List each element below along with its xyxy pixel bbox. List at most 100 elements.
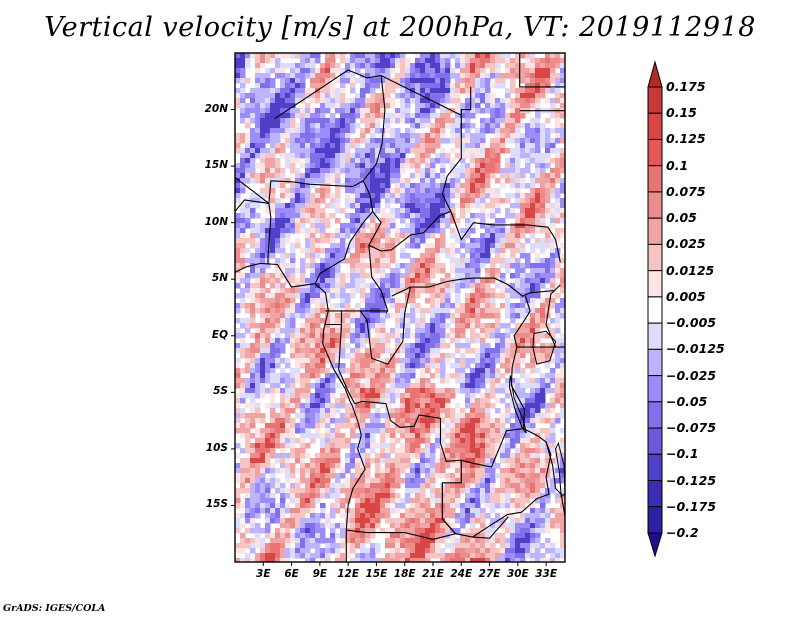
field-cell (270, 393, 276, 399)
field-cell (260, 328, 266, 334)
field-cell (530, 318, 536, 324)
field-cell (410, 273, 416, 279)
field-cell (420, 393, 426, 399)
field-cell (275, 383, 281, 389)
field-cell (515, 63, 521, 69)
field-cell (455, 268, 461, 274)
field-cell (440, 208, 446, 214)
field-cell (515, 138, 521, 144)
field-cell (535, 283, 541, 289)
field-cell (460, 88, 466, 94)
field-cell (395, 93, 401, 99)
field-cell (545, 73, 551, 79)
field-cell (370, 103, 376, 109)
field-cell (260, 298, 266, 304)
field-cell (335, 303, 341, 309)
field-cell (250, 213, 256, 219)
field-cell (235, 263, 241, 269)
field-cell (275, 433, 281, 439)
field-cell (485, 483, 491, 489)
field-cell (310, 498, 316, 504)
field-cell (320, 433, 326, 439)
field-cell (365, 138, 371, 144)
field-cell (365, 478, 371, 484)
field-cell (425, 378, 431, 384)
field-cell (415, 203, 421, 209)
field-cell (545, 83, 551, 89)
field-cell (460, 413, 466, 419)
field-cell (240, 178, 246, 184)
field-cell (305, 93, 311, 99)
field-cell (515, 308, 521, 314)
field-cell (485, 298, 491, 304)
field-cell (380, 398, 386, 404)
field-cell (265, 338, 271, 344)
field-cell (240, 168, 246, 174)
field-cell (340, 488, 346, 494)
field-cell (480, 178, 486, 184)
field-cell (290, 138, 296, 144)
field-cell (300, 268, 306, 274)
field-cell (250, 303, 256, 309)
field-cell (360, 248, 366, 254)
field-cell (425, 53, 431, 59)
field-cell (310, 223, 316, 229)
field-cell (545, 493, 551, 499)
field-cell (510, 468, 516, 474)
field-cell (500, 243, 506, 249)
field-cell (510, 248, 516, 254)
field-cell (555, 53, 561, 59)
field-cell (400, 98, 406, 104)
field-cell (445, 423, 451, 429)
field-cell (425, 178, 431, 184)
field-cell (260, 243, 266, 249)
field-cell (540, 183, 546, 189)
field-cell (330, 413, 336, 419)
field-cell (305, 193, 311, 199)
field-cell (310, 458, 316, 464)
field-cell (350, 103, 356, 109)
field-cell (320, 448, 326, 454)
field-cell (245, 393, 251, 399)
field-cell (415, 343, 421, 349)
field-cell (435, 333, 441, 339)
field-cell (410, 348, 416, 354)
field-cell (475, 318, 481, 324)
field-cell (365, 183, 371, 189)
field-cell (355, 318, 361, 324)
field-cell (555, 453, 561, 459)
field-cell (505, 233, 511, 239)
field-cell (375, 393, 381, 399)
field-cell (470, 453, 476, 459)
field-cell (465, 183, 471, 189)
field-cell (240, 73, 246, 79)
field-cell (265, 458, 271, 464)
field-cell (370, 373, 376, 379)
field-cell (560, 368, 565, 374)
field-cell (550, 168, 556, 174)
field-cell (360, 103, 366, 109)
field-cell (415, 233, 421, 239)
field-cell (290, 293, 296, 299)
field-cell (275, 348, 281, 354)
field-cell (285, 103, 291, 109)
field-cell (310, 338, 316, 344)
field-cell (470, 238, 476, 244)
field-cell (490, 363, 496, 369)
field-cell (475, 68, 481, 74)
field-cell (430, 308, 436, 314)
field-cell (480, 258, 486, 264)
field-cell (525, 88, 531, 94)
field-cell (280, 413, 286, 419)
field-cell (255, 213, 261, 219)
field-cell (290, 118, 296, 124)
field-cell (400, 158, 406, 164)
field-cell (510, 213, 516, 219)
field-cell (490, 368, 496, 374)
field-cell (500, 108, 506, 114)
field-cell (355, 183, 361, 189)
field-cell (295, 153, 301, 159)
field-cell (345, 423, 351, 429)
field-cell (375, 473, 381, 479)
field-cell (400, 248, 406, 254)
